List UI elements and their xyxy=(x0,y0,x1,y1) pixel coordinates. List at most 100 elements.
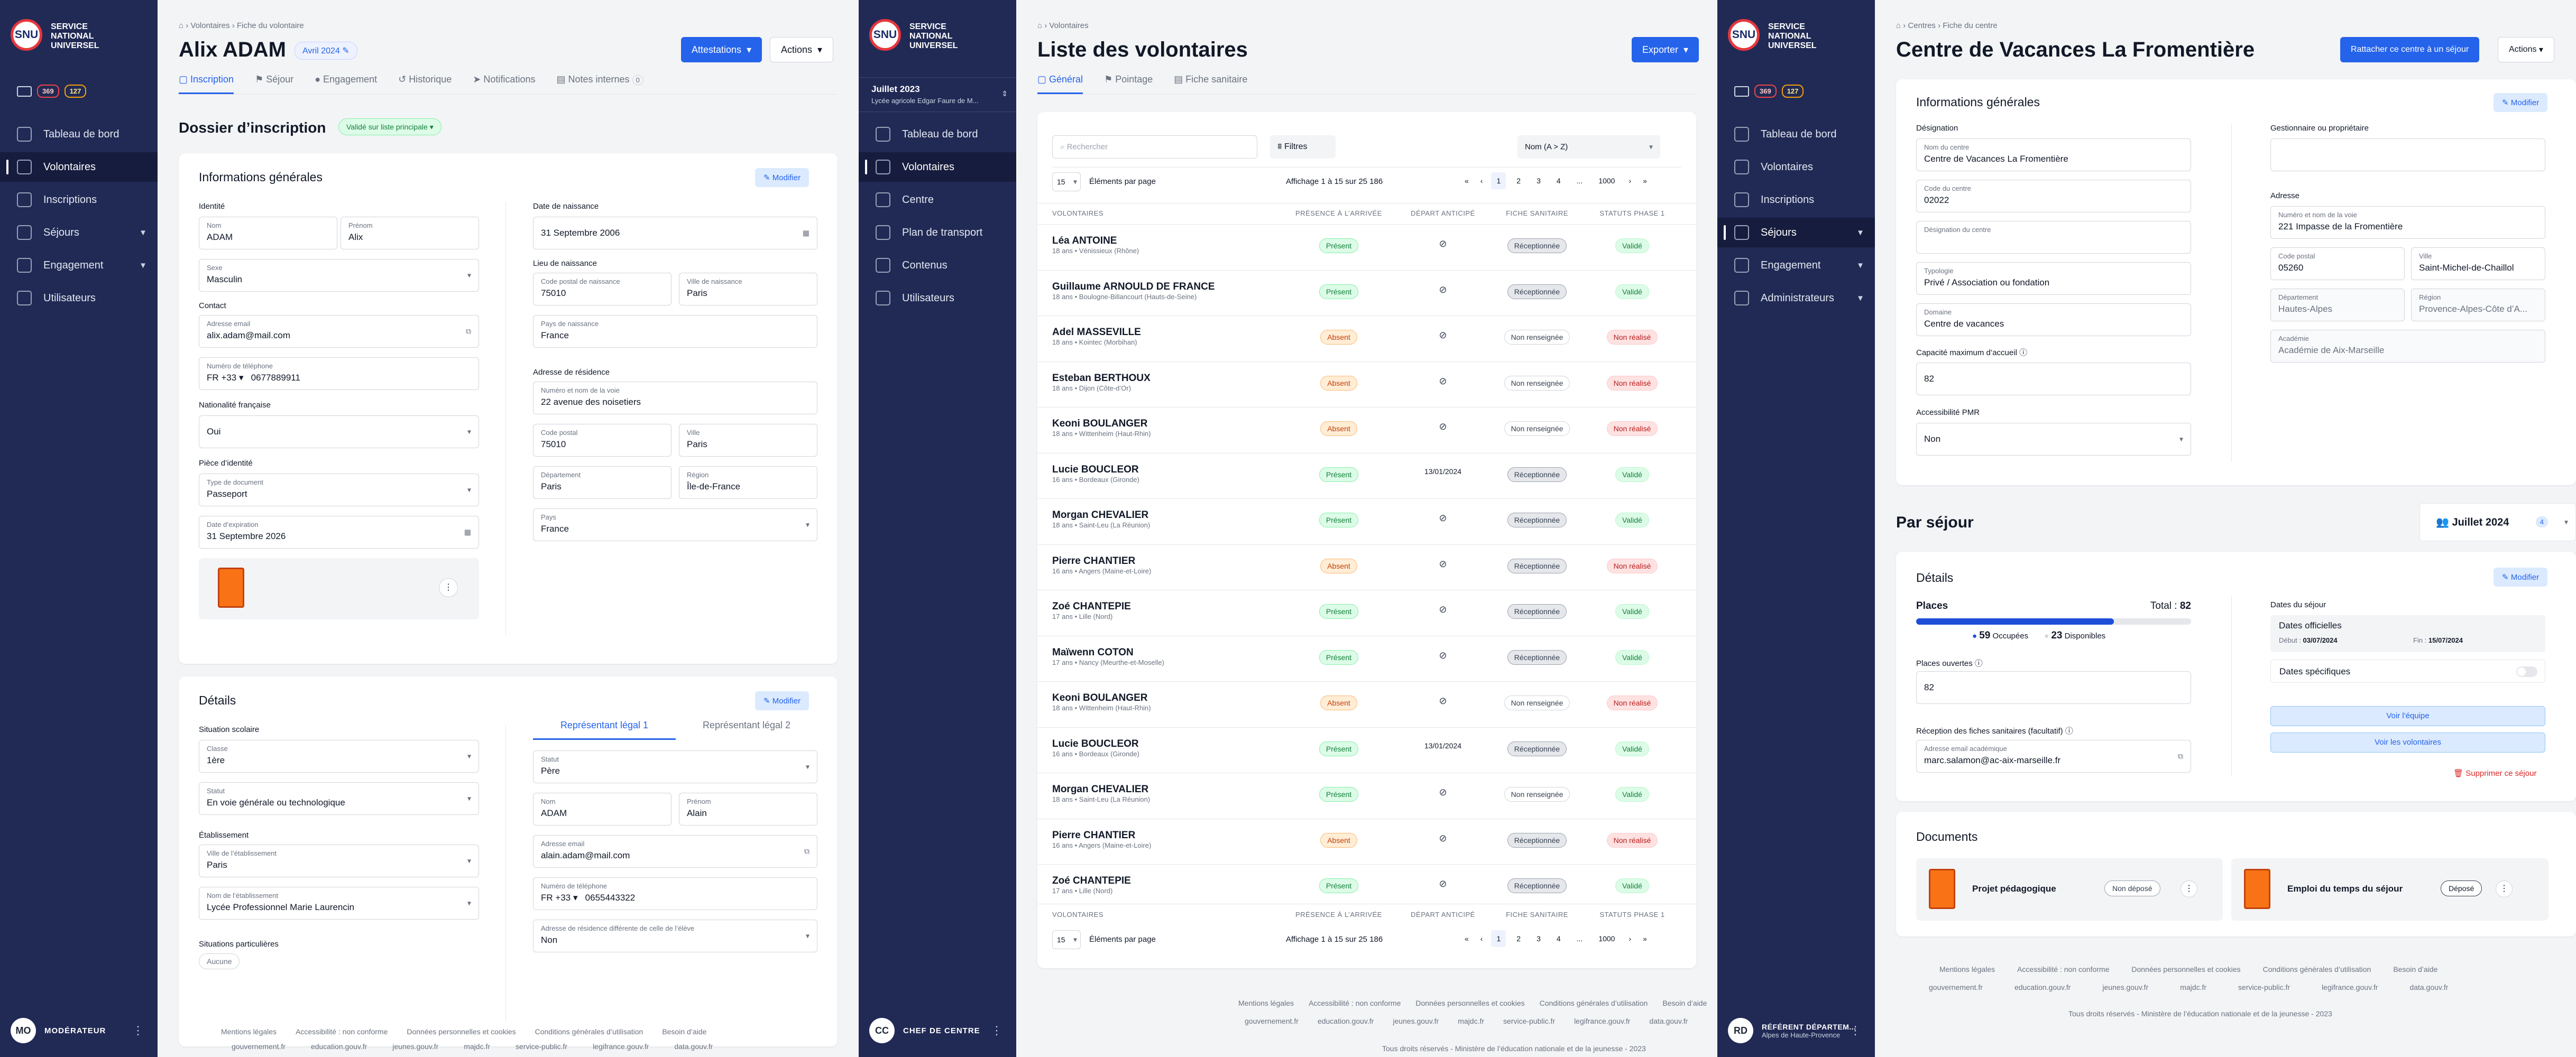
footer-site[interactable]: service-public.fr xyxy=(2238,983,2290,991)
classe-select[interactable]: Classe 1ère ▾ xyxy=(199,740,479,773)
prev-page-icon[interactable]: ‹ xyxy=(1480,177,1483,185)
volunteer-name[interactable]: Lucie BOUCLEOR xyxy=(1052,463,1139,475)
rl-statut-select[interactable]: Statut Père ▾ xyxy=(533,750,817,783)
sidebar-item-administrateurs[interactable]: Administrateurs ▼ xyxy=(1717,283,1875,313)
sidebar-item-utilisateurs[interactable]: Utilisateurs xyxy=(0,283,158,313)
actions-button[interactable]: Actions ▾ xyxy=(770,37,834,62)
table-row[interactable]: Zoé CHANTEPIE 17 ans • Lille (Nord) Présen… xyxy=(1037,864,1696,910)
footer-link[interactable]: Mentions légales xyxy=(1939,965,1995,973)
volunteer-name[interactable]: Pierre CHANTIER xyxy=(1052,829,1136,841)
table-row[interactable]: Maïwenn COTON 17 ans • Nancy (Meurthe-et-… xyxy=(1037,635,1696,681)
footer-site[interactable]: majdc.fr xyxy=(2180,983,2207,991)
volunteer-name[interactable]: Zoé CHANTEPIE xyxy=(1052,875,1131,886)
presence-badge[interactable]: Présent xyxy=(1319,741,1359,756)
footer-site[interactable]: education.gouv.fr xyxy=(2014,983,2071,991)
page-button[interactable]: 2 xyxy=(1516,177,1521,185)
tab-engagement[interactable]: ● Engagement xyxy=(315,74,378,85)
footer-site[interactable]: jeunes.gouv.fr xyxy=(392,1042,439,1051)
sidebar-item-engagement[interactable]: Engagement ▼ xyxy=(1717,251,1875,280)
pmr-select[interactable]: Non ▾ xyxy=(1916,423,2191,456)
notifications[interactable]: 369 127 xyxy=(17,85,87,98)
sidebar-item-utilisateurs[interactable]: Utilisateurs xyxy=(859,283,1016,313)
modify-button[interactable]: ✎ Modifier xyxy=(755,168,809,187)
footer-link[interactable]: Accessibilité : non conforme xyxy=(296,1027,388,1036)
center-name-field[interactable]: Nom du centre Centre de Vacances La Frome… xyxy=(1916,138,2191,171)
capacity-field[interactable]: 82 xyxy=(1916,363,2191,395)
status-badge[interactable]: Validé sur liste principale ▾ xyxy=(338,118,441,135)
mail-icon[interactable] xyxy=(1734,86,1749,97)
footer-site[interactable]: jeunes.gouv.fr xyxy=(1393,1017,1439,1025)
footer-site[interactable]: legifrance.gouv.fr xyxy=(2322,983,2378,991)
footer-site[interactable]: gouvernement.fr xyxy=(1245,1017,1299,1025)
modify-button[interactable]: ✎ Modifier xyxy=(2494,93,2548,112)
presence-badge[interactable]: Absent xyxy=(1320,330,1357,345)
statut-select[interactable]: Statut En voie générale ou technologique ▾ xyxy=(199,782,479,815)
footer-link[interactable]: Mentions légales xyxy=(221,1027,277,1036)
footer-site[interactable]: gouvernement.fr xyxy=(1929,983,1983,991)
phone-field[interactable]: Numéro de téléphone FR +33 ▾ 0677889911 xyxy=(199,357,479,390)
sidebar-item-volontaires[interactable]: Volontaires xyxy=(1717,152,1875,182)
footer-link[interactable]: Données personnelles et cookies xyxy=(407,1027,516,1036)
region-field[interactable]: Région Île-de-France xyxy=(679,466,817,499)
last-page-icon[interactable]: » xyxy=(1643,177,1647,185)
sidebar-item-inscriptions[interactable]: Inscriptions xyxy=(0,185,158,215)
city-field[interactable]: Ville Saint-Michel-de-Chaillol xyxy=(2411,247,2545,280)
presence-badge[interactable]: Absent xyxy=(1320,375,1357,391)
presence-badge[interactable]: Présent xyxy=(1319,238,1359,253)
more-icon[interactable]: ⋮ xyxy=(1850,1024,1861,1037)
page-button[interactable]: 2 xyxy=(1516,934,1521,943)
center-designation-field[interactable]: Désignation du centre xyxy=(1916,221,2191,254)
volunteer-name[interactable]: Keoni BOULANGER xyxy=(1052,418,1148,429)
more-icon[interactable]: ⋮ xyxy=(2181,880,2197,897)
footer-site[interactable]: majdc.fr xyxy=(464,1042,491,1051)
birth-city-field[interactable]: Ville de naissance Paris xyxy=(679,273,817,305)
tab-sejour[interactable]: ⚑ Séjour xyxy=(255,74,294,85)
prenom-field[interactable]: Prénom Alix xyxy=(341,217,479,249)
table-row[interactable]: Pierre CHANTIER 16 ans • Angers (Maine-et… xyxy=(1037,544,1696,590)
footer-link[interactable]: Besoin d’aide xyxy=(662,1027,707,1036)
page-button[interactable]: 1000 xyxy=(1598,934,1615,943)
presence-badge[interactable]: Absent xyxy=(1320,421,1357,436)
footer-link[interactable]: Accessibilité : non conforme xyxy=(2017,965,2110,973)
page-button[interactable]: 1000 xyxy=(1598,177,1615,185)
footer-site[interactable]: legifrance.gouv.fr xyxy=(1574,1017,1631,1025)
nom-field[interactable]: Nom ADAM xyxy=(199,217,337,249)
page-button[interactable]: 3 xyxy=(1537,934,1541,943)
birth-postal-field[interactable]: Code postal de naissance 75010 xyxy=(533,273,671,305)
sexe-select[interactable]: Sexe Masculin ▾ xyxy=(199,259,479,292)
presence-badge[interactable]: Présent xyxy=(1319,513,1359,527)
street-field[interactable]: Numéro et nom de la voie 221 Impasse de l… xyxy=(2270,206,2545,239)
footer-link[interactable]: Données personnelles et cookies xyxy=(1415,999,1525,1007)
footer-site[interactable]: legifrance.gouv.fr xyxy=(593,1042,649,1051)
sidebar-item-sejours[interactable]: Séjours ▼ xyxy=(0,218,158,247)
page-button[interactable]: 3 xyxy=(1537,177,1541,185)
presence-badge[interactable]: Absent xyxy=(1320,558,1357,573)
presence-badge[interactable]: Absent xyxy=(1320,696,1357,710)
table-row[interactable]: Guillaume ARNOULD DE FRANCE 18 ans • Boul… xyxy=(1037,270,1696,316)
city-field[interactable]: Ville Paris xyxy=(679,424,817,457)
next-page-icon[interactable]: › xyxy=(1629,934,1632,943)
volunteer-name[interactable]: Adel MASSEVILLE xyxy=(1052,327,1141,338)
rl-email-field[interactable]: Adresse email alain.adam@mail.com ⧉ xyxy=(533,835,817,868)
postal-field[interactable]: Code postal 75010 xyxy=(533,424,671,457)
sidebar-item-dashboard[interactable]: Tableau de bord xyxy=(0,119,158,149)
table-row[interactable]: Pierre CHANTIER 16 ans • Angers (Maine-et… xyxy=(1037,818,1696,864)
footer-link[interactable]: Conditions générales d’utilisation xyxy=(2262,965,2371,973)
page-button[interactable]: ... xyxy=(1576,934,1583,943)
tab-pointage[interactable]: ⚑ Pointage xyxy=(1104,74,1153,85)
footer-link[interactable]: Conditions générales d’utilisation xyxy=(1539,999,1648,1007)
session-select[interactable]: 👥 Juillet 2024 4 ▾ xyxy=(2419,503,2576,541)
page-button[interactable]: 1 xyxy=(1491,930,1506,947)
sidebar-item-transport[interactable]: Plan de transport xyxy=(859,218,1016,247)
first-page-icon[interactable]: « xyxy=(1465,177,1469,185)
volunteer-name[interactable]: Morgan CHEVALIER xyxy=(1052,784,1149,795)
search-input[interactable]: ⌕ Rechercher xyxy=(1052,135,1257,159)
sidebar-item-volontaires[interactable]: Volontaires xyxy=(859,152,1016,182)
postal-field[interactable]: Code postal 05260 xyxy=(2270,247,2405,280)
sidebar-item-dashboard[interactable]: Tableau de bord xyxy=(859,119,1016,149)
footer-site[interactable]: data.gouv.fr xyxy=(1649,1017,1688,1025)
typology-field[interactable]: Typologie Privé / Association ou fondatio… xyxy=(1916,262,2191,295)
footer-site[interactable]: education.gouv.fr xyxy=(1317,1017,1374,1025)
more-icon[interactable]: ⋮ xyxy=(132,1024,144,1037)
mail-icon[interactable] xyxy=(17,86,32,97)
